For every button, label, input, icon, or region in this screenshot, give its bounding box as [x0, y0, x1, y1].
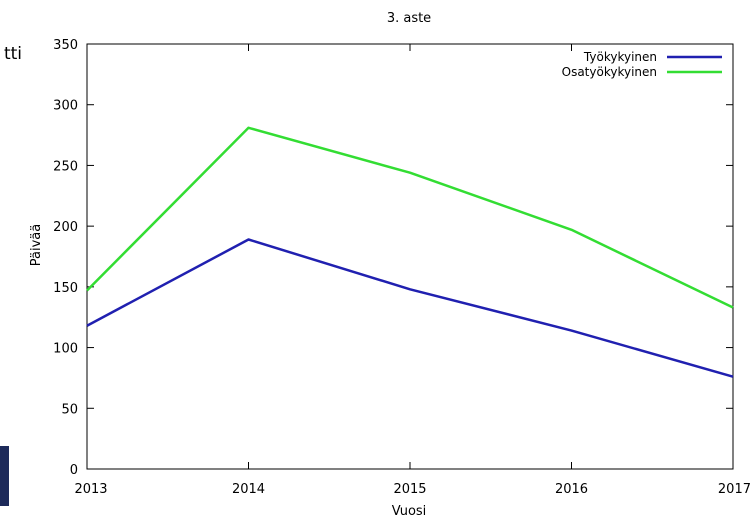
y-tick-label: 250: [53, 159, 78, 174]
y-tick-label: 300: [53, 99, 78, 114]
x-tick-label: 2013: [74, 482, 107, 497]
x-axis-ticks: 2013 2014 2015 2016 2017: [74, 44, 751, 497]
y-tick-label: 150: [53, 281, 78, 296]
x-tick-label: 2017: [718, 482, 751, 497]
series-line-1: [86, 238, 734, 378]
series-line-2: [86, 126, 734, 309]
x-axis-label: Vuosi: [392, 504, 427, 519]
y-axis-label: Päivää: [29, 224, 44, 266]
series-lines: [86, 126, 734, 378]
x-tick-label: 2015: [393, 482, 426, 497]
legend-label-1: Työkykyinen: [583, 50, 657, 64]
y-tick-label: 350: [53, 38, 78, 53]
y-tick-label: 0: [70, 463, 78, 478]
y-tick-label: 200: [53, 220, 78, 235]
chart-title: 3. aste: [387, 11, 431, 26]
y-tick-label: 50: [61, 402, 78, 417]
y-tick-label: 100: [53, 342, 78, 357]
y-axis-ticks: 0 50 100 150 200 250 300 350: [53, 38, 733, 478]
legend-label-2: Osatyökykyinen: [562, 65, 657, 79]
cropped-dark-bar: [0, 446, 9, 506]
cropped-text-fragment: tti: [3, 44, 22, 64]
plot-frame: [86, 43, 734, 470]
x-tick-label: 2016: [555, 482, 588, 497]
x-tick-label: 2014: [232, 482, 265, 497]
